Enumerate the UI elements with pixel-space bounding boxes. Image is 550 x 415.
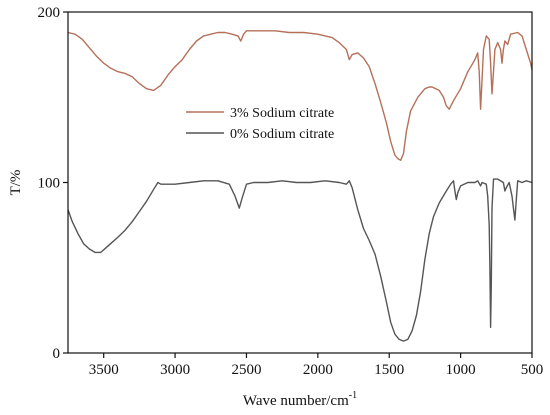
y-axis-ticks: 0 100 200	[38, 5, 68, 362]
x-tick-label: 1000	[446, 362, 476, 378]
x-tick-label: 3000	[160, 362, 190, 378]
legend-label: 0% Sodium citrate	[230, 127, 334, 142]
legend: 3% Sodium citrate 0% Sodium citrate	[186, 106, 334, 142]
series-line-zero-percent	[67, 178, 533, 342]
series-line-three-percent	[67, 30, 533, 161]
x-tick-label: 500	[521, 362, 544, 378]
x-axis-title-superscript: -1	[349, 390, 357, 401]
x-tick-label: 3500	[89, 362, 119, 378]
x-tick-label: 1500	[374, 362, 404, 378]
plot-lines	[67, 30, 533, 342]
y-tick-label: 0	[53, 346, 61, 362]
y-tick-label: 200	[38, 5, 61, 21]
x-axis-title: Wave number/cm-1	[243, 390, 357, 409]
legend-label: 3% Sodium citrate	[230, 106, 334, 121]
y-tick-label: 100	[38, 176, 61, 192]
x-axis-ticks: 3500 3000 2500 2000 1500 1000 500	[89, 353, 544, 378]
y-axis-title: T/%	[8, 170, 24, 196]
x-tick-label: 2000	[303, 362, 333, 378]
x-tick-label: 2500	[231, 362, 261, 378]
